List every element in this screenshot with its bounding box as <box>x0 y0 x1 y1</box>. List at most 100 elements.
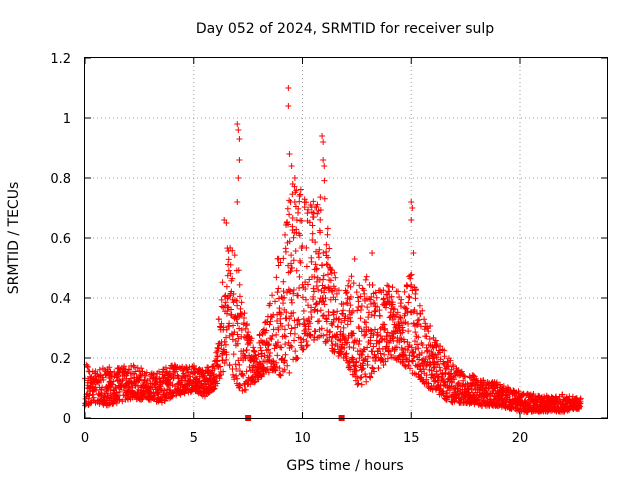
data-point <box>240 315 247 322</box>
data-point <box>344 289 351 296</box>
data-point <box>442 379 449 386</box>
data-point <box>235 175 242 181</box>
data-point <box>233 365 240 372</box>
data-point <box>225 256 232 263</box>
x-axis-label: GPS time / hours <box>286 458 403 474</box>
data-point <box>285 221 292 228</box>
data-point <box>389 299 396 306</box>
data-point <box>126 366 133 373</box>
data-point <box>288 163 295 169</box>
data-point <box>305 302 312 309</box>
data-point <box>236 325 243 332</box>
data-point <box>356 338 363 345</box>
data-point <box>290 257 297 264</box>
data-point <box>425 328 432 335</box>
data-point <box>312 261 319 268</box>
data-point <box>321 177 328 184</box>
data-point <box>378 356 385 363</box>
data-point <box>286 238 293 245</box>
data-points <box>81 85 584 415</box>
data-point <box>295 292 302 299</box>
data-point <box>279 323 286 330</box>
data-point <box>108 373 115 380</box>
data-point <box>266 352 273 359</box>
data-point <box>411 370 418 377</box>
data-point <box>158 396 165 403</box>
data-point <box>328 267 335 274</box>
data-point <box>355 380 362 387</box>
data-point <box>375 365 382 372</box>
data-point <box>214 380 221 387</box>
data-point <box>311 288 318 295</box>
data-point <box>115 392 122 399</box>
data-point <box>310 214 317 221</box>
data-point <box>159 379 166 386</box>
data-point <box>234 340 241 347</box>
data-point <box>367 374 374 381</box>
data-point <box>359 351 366 358</box>
data-point <box>376 312 383 319</box>
data-point <box>303 342 310 349</box>
data-point <box>401 288 408 295</box>
data-point <box>306 219 313 226</box>
data-point <box>274 352 281 359</box>
data-point <box>132 368 139 375</box>
data-point <box>398 296 405 303</box>
data-point <box>174 372 181 379</box>
data-point <box>313 266 320 273</box>
data-point <box>340 307 347 314</box>
data-point <box>274 339 281 346</box>
data-point <box>295 205 302 212</box>
data-point <box>320 249 327 256</box>
data-point <box>395 288 402 295</box>
data-point <box>429 371 436 378</box>
data-point <box>317 194 324 201</box>
data-point <box>348 273 355 280</box>
data-point <box>409 358 416 365</box>
data-point <box>84 364 91 371</box>
data-point <box>110 378 117 385</box>
data-point <box>255 351 262 358</box>
data-point <box>432 337 439 344</box>
data-point <box>280 255 287 262</box>
data-point <box>305 326 312 333</box>
data-point <box>308 258 315 265</box>
data-point <box>354 307 361 314</box>
data-point <box>296 284 303 291</box>
data-point <box>418 374 425 381</box>
data-point <box>214 344 221 351</box>
data-point <box>408 357 415 364</box>
data-point <box>295 316 302 323</box>
data-point <box>221 360 228 367</box>
data-point <box>241 310 248 317</box>
data-point <box>236 281 243 288</box>
y-tick-label: 0.4 <box>50 292 71 307</box>
data-point <box>328 338 335 345</box>
data-point <box>389 284 396 291</box>
data-point <box>324 225 331 232</box>
data-point <box>304 210 311 217</box>
x-tick-label: 5 <box>190 431 198 446</box>
data-point <box>155 398 162 405</box>
data-point <box>96 366 103 373</box>
data-point <box>228 311 235 318</box>
data-point <box>218 303 225 310</box>
data-point <box>287 199 294 205</box>
data-point <box>231 252 238 259</box>
data-point <box>282 341 289 348</box>
data-point <box>345 282 352 289</box>
data-point <box>281 366 288 373</box>
data-point <box>238 371 245 378</box>
data-point <box>325 312 332 319</box>
data-point <box>339 341 346 348</box>
data-point <box>230 351 237 358</box>
data-point <box>405 299 412 306</box>
data-point <box>357 374 364 381</box>
data-point <box>210 371 217 378</box>
data-point <box>277 371 284 378</box>
data-point <box>291 175 298 181</box>
data-point <box>278 344 285 351</box>
data-point <box>346 344 353 351</box>
data-point <box>323 316 330 323</box>
data-point <box>339 310 346 317</box>
